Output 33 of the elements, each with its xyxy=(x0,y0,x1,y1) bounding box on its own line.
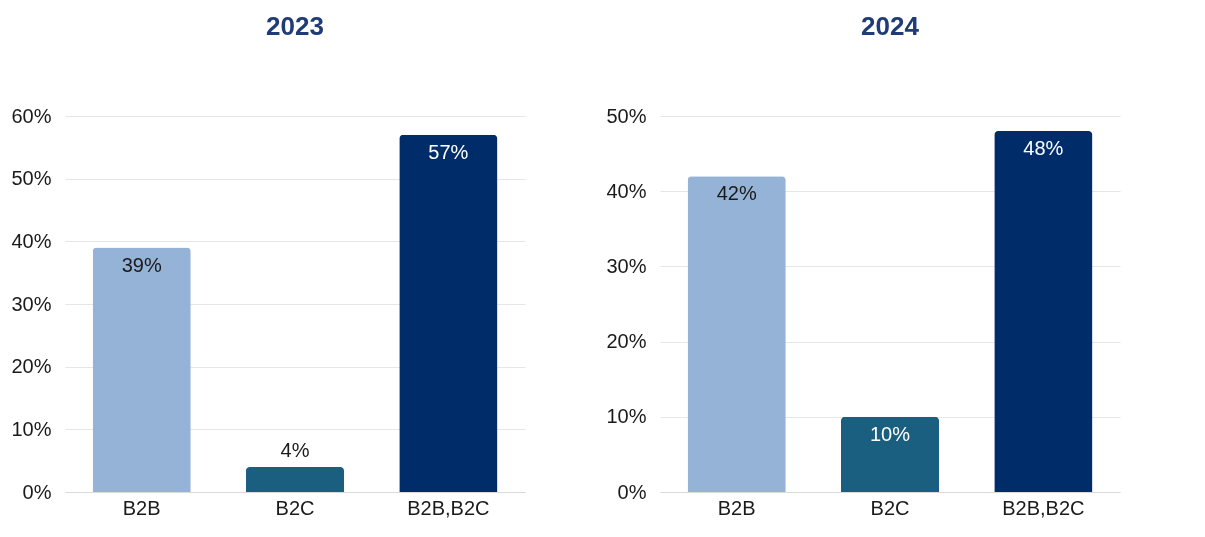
y-tick-label: 60% xyxy=(11,104,52,127)
bar xyxy=(92,247,191,492)
x-tick-label: B2B,B2C xyxy=(407,496,490,519)
x-tick-label: B2B,B2C xyxy=(1002,496,1085,519)
bar xyxy=(994,131,1093,492)
bar xyxy=(399,134,498,492)
bar xyxy=(840,416,940,492)
y-tick-label: 40% xyxy=(11,229,52,252)
y-tick-label: 30% xyxy=(11,292,52,315)
data-label: 10% xyxy=(869,422,911,445)
x-tick-label: B2C xyxy=(275,496,315,519)
data-label: 42% xyxy=(716,182,757,205)
chart-title: 2024 xyxy=(861,11,920,41)
bar xyxy=(687,176,786,492)
y-tick-label: 50% xyxy=(11,167,52,190)
y-tick-label: 30% xyxy=(606,254,647,277)
bar xyxy=(245,466,345,492)
y-tick-label: 20% xyxy=(11,355,52,378)
data-label: 48% xyxy=(1023,137,1064,160)
x-tick-label: B2B xyxy=(717,496,756,519)
y-tick-label: 50% xyxy=(606,104,647,127)
x-tick-label: B2C xyxy=(870,496,910,519)
y-tick-label: 10% xyxy=(606,405,647,428)
y-tick-label: 0% xyxy=(22,480,52,503)
y-tick-label: 40% xyxy=(606,179,647,202)
y-tick-label: 10% xyxy=(11,417,52,440)
data-label: 57% xyxy=(428,140,469,163)
chart-title: 2023 xyxy=(266,11,324,41)
x-tick-label: B2B xyxy=(122,496,161,519)
data-label: 39% xyxy=(121,253,162,276)
y-tick-label: 20% xyxy=(606,330,647,353)
data-label: 4% xyxy=(280,438,310,461)
y-tick-label: 0% xyxy=(617,480,647,503)
